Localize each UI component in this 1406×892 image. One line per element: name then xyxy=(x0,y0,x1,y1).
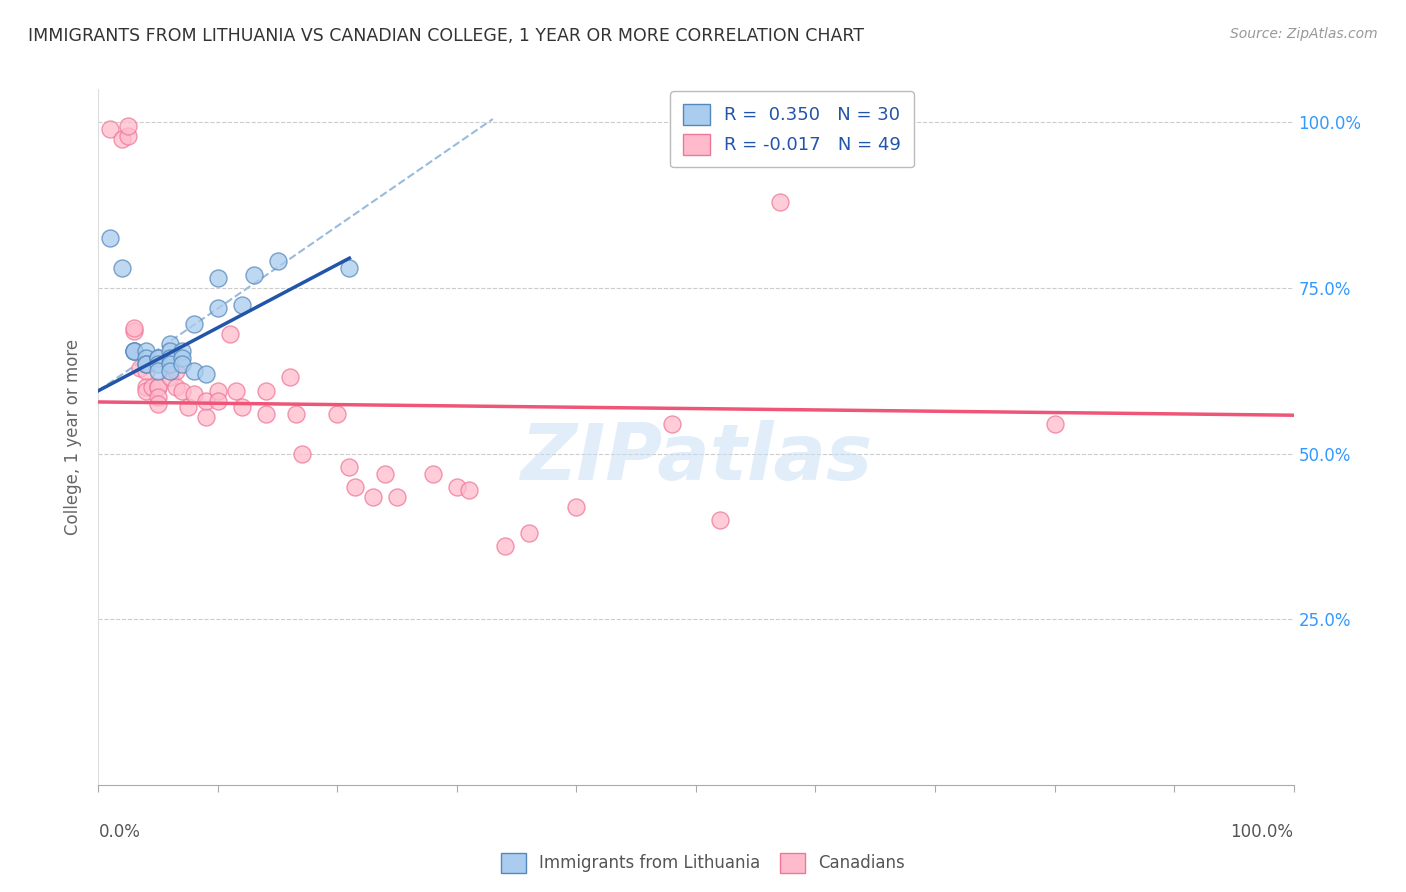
Point xyxy=(148,357,170,371)
Point xyxy=(385,490,409,504)
Point xyxy=(124,343,146,358)
Text: 100.0%: 100.0% xyxy=(1230,823,1294,841)
Point xyxy=(267,254,290,268)
Point xyxy=(326,407,349,421)
Legend: Immigrants from Lithuania, Canadians: Immigrants from Lithuania, Canadians xyxy=(494,847,912,880)
Point xyxy=(148,380,170,394)
Point xyxy=(141,380,163,394)
Point xyxy=(148,364,170,378)
Point xyxy=(111,261,134,276)
Point xyxy=(458,483,481,497)
Y-axis label: College, 1 year or more: College, 1 year or more xyxy=(65,339,83,535)
Point xyxy=(117,119,139,133)
Point xyxy=(124,320,146,334)
Point xyxy=(124,343,146,358)
Point xyxy=(159,357,181,371)
Point xyxy=(219,327,242,342)
Point xyxy=(243,268,266,282)
Point xyxy=(207,393,229,408)
Point xyxy=(339,261,360,276)
Point xyxy=(159,343,181,358)
Point xyxy=(159,337,181,351)
Point xyxy=(374,467,396,481)
Point xyxy=(194,367,218,381)
Point xyxy=(517,526,540,541)
Point xyxy=(98,231,122,245)
Point xyxy=(284,407,307,421)
Text: IMMIGRANTS FROM LITHUANIA VS CANADIAN COLLEGE, 1 YEAR OR MORE CORRELATION CHART: IMMIGRANTS FROM LITHUANIA VS CANADIAN CO… xyxy=(28,27,865,45)
Text: 0.0%: 0.0% xyxy=(98,823,141,841)
Point xyxy=(194,410,218,425)
Point xyxy=(172,357,194,371)
Text: ZIPatlas: ZIPatlas xyxy=(520,420,872,496)
Point xyxy=(446,480,468,494)
Point xyxy=(124,343,146,358)
Point xyxy=(207,301,229,315)
Legend: R =  0.350   N = 30, R = -0.017   N = 49: R = 0.350 N = 30, R = -0.017 N = 49 xyxy=(671,91,914,168)
Point xyxy=(278,370,301,384)
Point xyxy=(177,401,200,415)
Point xyxy=(148,380,170,394)
Point xyxy=(135,343,157,358)
Point xyxy=(159,370,181,384)
Point xyxy=(124,324,146,338)
Point xyxy=(165,364,187,378)
Point xyxy=(172,351,194,365)
Point xyxy=(135,351,157,365)
Point xyxy=(1043,417,1066,431)
Point xyxy=(254,384,277,398)
Point xyxy=(135,364,157,378)
Point xyxy=(661,417,683,431)
Point xyxy=(254,407,277,421)
Point xyxy=(183,318,205,332)
Point xyxy=(165,380,187,394)
Point xyxy=(231,297,253,311)
Point xyxy=(117,128,139,143)
Point xyxy=(135,384,157,398)
Point xyxy=(135,357,157,371)
Point xyxy=(148,351,170,365)
Point xyxy=(135,357,157,371)
Point xyxy=(98,122,122,136)
Point xyxy=(207,384,229,398)
Point xyxy=(291,447,314,461)
Point xyxy=(183,364,205,378)
Point xyxy=(494,540,516,554)
Point xyxy=(129,360,152,375)
Point xyxy=(148,390,170,404)
Point xyxy=(148,397,170,411)
Point xyxy=(709,513,731,527)
Point xyxy=(363,490,385,504)
Point xyxy=(339,459,360,474)
Point xyxy=(172,384,194,398)
Point xyxy=(172,343,194,358)
Point xyxy=(194,393,218,408)
Point xyxy=(422,467,444,481)
Point xyxy=(207,271,229,285)
Point xyxy=(565,500,588,514)
Point xyxy=(231,401,253,415)
Point xyxy=(225,384,247,398)
Point xyxy=(344,480,367,494)
Point xyxy=(183,387,205,401)
Point xyxy=(159,351,181,365)
Point xyxy=(135,380,157,394)
Point xyxy=(768,194,790,209)
Text: Source: ZipAtlas.com: Source: ZipAtlas.com xyxy=(1230,27,1378,41)
Point xyxy=(111,132,134,146)
Point xyxy=(148,351,170,365)
Point xyxy=(159,364,181,378)
